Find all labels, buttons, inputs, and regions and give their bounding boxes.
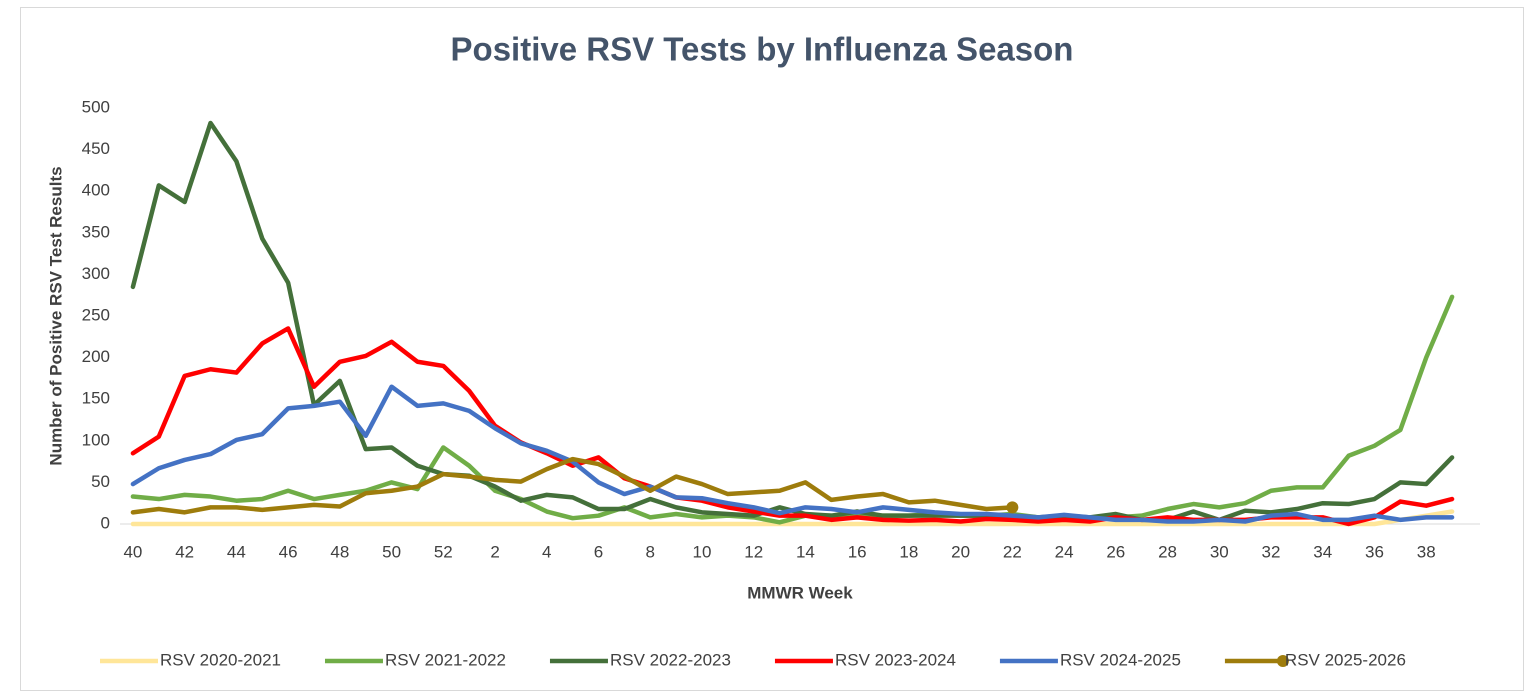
x-tick-label: 14 [796,542,815,561]
chart-frame [20,7,1524,691]
x-tick-label: 52 [434,542,453,561]
x-tick-label: 6 [594,542,603,561]
x-tick-label: 2 [490,542,499,561]
end-marker [1006,501,1019,514]
legend-label: RSV 2022-2023 [610,650,731,669]
x-tick-label: 40 [123,542,142,561]
y-tick-label: 450 [82,139,110,158]
y-tick-label: 200 [82,347,110,366]
x-tick-label: 4 [542,542,551,561]
x-tick-label: 26 [1106,542,1125,561]
x-tick-label: 22 [1003,542,1022,561]
legend: RSV 2020-2021 RSV 2021-2022 RSV 2022-2023 R… [100,650,1406,669]
x-tick-label: 28 [1158,542,1177,561]
x-tick-label: 8 [646,542,655,561]
y-tick-label: 150 [82,389,110,408]
chart-title: Positive RSV Tests by Influenza Season [451,31,1074,68]
y-tick-label: 350 [82,222,110,241]
legend-marker [1276,655,1289,667]
legend-label: RSV 2025-2026 [1285,650,1406,669]
x-tick-label: 32 [1262,542,1281,561]
y-tick-label: 300 [82,264,110,283]
y-tick-label: 0 [101,513,110,532]
x-tick-label: 24 [1055,542,1074,561]
x-tick-label: 34 [1313,542,1332,561]
y-axis-title: Number of Positive RSV Test Results [46,166,65,465]
legend-label: RSV 2020-2021 [160,650,281,669]
y-tick-label: 400 [82,181,110,200]
x-tick-label: 12 [744,542,763,561]
x-tick-label: 18 [899,542,918,561]
x-tick-label: 44 [227,542,246,561]
y-tick-label: 250 [82,305,110,324]
y-tick-label: 500 [82,97,110,116]
x-tick-label: 48 [330,542,349,561]
x-tick-label: 36 [1365,542,1384,561]
legend-label: RSV 2024-2025 [1060,650,1181,669]
series-line [130,509,1455,527]
series-line [130,456,1015,515]
x-tick-label: 10 [693,542,712,561]
x-axis-title: MMWR Week [747,583,853,602]
legend-label: RSV 2023-2024 [835,650,956,669]
x-tick-label: 20 [951,542,970,561]
series-line [130,294,1455,525]
x-tick-label: 46 [279,542,298,561]
legend-label: RSV 2021-2022 [385,650,506,669]
x-tick-label: 16 [848,542,867,561]
x-tick-label: 42 [175,542,194,561]
y-tick-label: 50 [91,472,110,491]
x-tick-label: 50 [382,542,401,561]
x-tick-label: 30 [1210,542,1229,561]
series-line [130,384,1455,524]
x-tick-label: 38 [1417,542,1436,561]
y-tick-label: 100 [82,430,110,449]
